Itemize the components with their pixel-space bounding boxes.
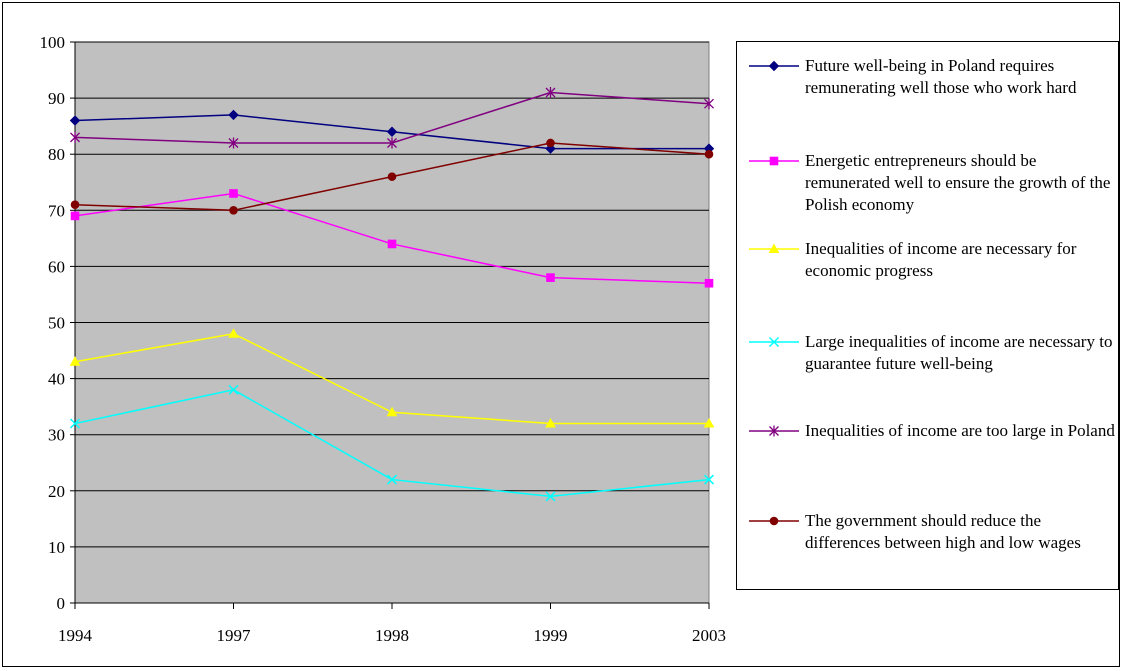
y-tick-label: 60 [48, 257, 65, 276]
data-point [704, 149, 714, 159]
y-tick-label: 0 [57, 594, 66, 613]
y-tick-label: 30 [48, 426, 65, 445]
series-3 [69, 384, 715, 502]
data-point [704, 278, 714, 288]
legend-label: Future well-being in Poland requires rem… [805, 56, 1077, 97]
series-lines [69, 86, 715, 502]
data-point [70, 200, 80, 209]
data-point [228, 384, 239, 395]
data-point [545, 86, 556, 98]
data-point [546, 273, 555, 282]
legend-label: Inequalities of income are necessary for… [805, 239, 1077, 280]
series-5 [70, 138, 714, 215]
y-tick-label: 80 [48, 145, 65, 164]
legend-marker [769, 156, 779, 166]
data-point [386, 406, 398, 417]
legend-symbol [749, 516, 799, 526]
data-point [703, 474, 715, 485]
y-tick-label: 90 [48, 89, 65, 108]
legend-label: The government should reduce the differe… [805, 511, 1081, 552]
data-point [704, 98, 714, 110]
x-tick-label: 1994 [58, 626, 93, 645]
legend-symbol [749, 60, 799, 72]
y-tick-label: 10 [48, 538, 65, 557]
x-tick-label: 2003 [692, 626, 726, 645]
data-point [703, 417, 715, 428]
data-point [70, 131, 80, 143]
legend-marker [768, 243, 780, 253]
data-point [69, 418, 81, 429]
legend-marker [768, 60, 780, 72]
legend-symbol [749, 243, 799, 253]
legend-marker [768, 336, 780, 348]
legend: Future well-being in Poland requires rem… [736, 41, 1119, 590]
y-tick-label: 40 [48, 370, 65, 389]
data-point [228, 328, 239, 338]
y-tick-label: 100 [40, 33, 66, 52]
x-tick-label: 1998 [375, 626, 409, 645]
series-4 [70, 86, 714, 149]
legend-label: Energetic entrepreneurs should be remune… [805, 151, 1111, 214]
series-1 [70, 189, 714, 288]
legend-marker [769, 516, 779, 526]
y-tick-label: 50 [48, 314, 65, 333]
data-point [228, 137, 239, 149]
y-tick-label: 70 [48, 201, 65, 220]
x-tick-label: 1999 [534, 626, 568, 645]
legend-label: Large inequalities of income are necessa… [805, 332, 1113, 373]
data-point [229, 189, 238, 198]
data-point [69, 356, 81, 366]
data-point [386, 126, 398, 137]
data-point [546, 138, 555, 148]
data-point [545, 417, 556, 428]
legend-marker [769, 425, 779, 437]
x-tick-label: 1997 [217, 626, 252, 645]
data-point [386, 474, 398, 485]
data-point [70, 211, 80, 221]
data-point [228, 109, 239, 121]
legend-symbol [749, 336, 799, 348]
legend-label: Inequalities of income are too large in … [805, 421, 1115, 440]
legend-symbol [749, 156, 799, 166]
plot-area [74, 41, 710, 604]
data-point [69, 115, 81, 126]
data-point [545, 491, 556, 502]
series-2 [69, 328, 715, 428]
data-point [387, 239, 397, 249]
data-point [229, 206, 238, 215]
legend-symbol [749, 425, 799, 437]
data-point [387, 172, 397, 181]
y-tick-label: 20 [48, 482, 65, 501]
data-point [387, 137, 397, 149]
